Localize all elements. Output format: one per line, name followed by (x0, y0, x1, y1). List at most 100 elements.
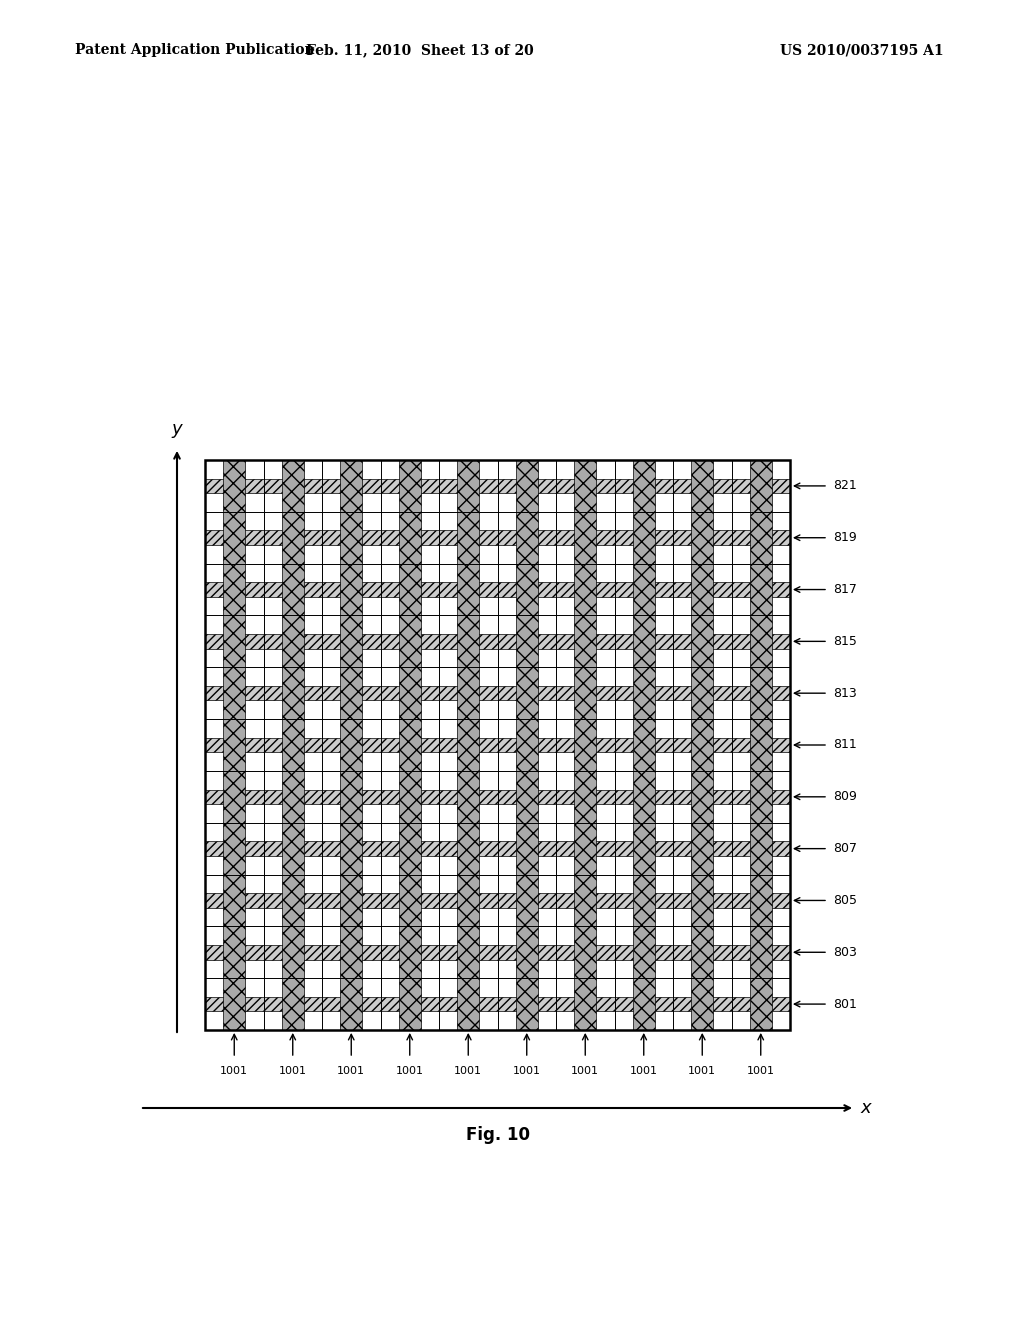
Bar (263, 822, 322, 875)
Bar (322, 512, 381, 564)
Bar (614, 927, 673, 978)
Bar (322, 719, 381, 771)
Bar (673, 822, 731, 875)
Text: 1001: 1001 (220, 1067, 248, 1076)
Text: 809: 809 (833, 791, 857, 804)
Bar (205, 945, 790, 960)
Text: 1001: 1001 (571, 1067, 599, 1076)
Text: y: y (172, 420, 182, 438)
Text: 1001: 1001 (395, 1067, 424, 1076)
Bar (381, 978, 439, 1030)
Bar (263, 615, 322, 668)
Bar (205, 997, 790, 1011)
Bar (205, 459, 263, 512)
Bar (398, 459, 421, 1030)
Bar (205, 564, 263, 615)
Bar (263, 459, 322, 512)
Text: 817: 817 (833, 583, 857, 597)
Bar (673, 719, 731, 771)
Text: 821: 821 (833, 479, 857, 492)
Bar (673, 978, 731, 1030)
Bar (205, 479, 790, 494)
Bar (205, 841, 790, 855)
Bar (556, 512, 614, 564)
Bar (282, 459, 304, 1030)
Bar (205, 894, 790, 908)
Bar (205, 634, 790, 648)
Bar (205, 615, 263, 668)
Bar (322, 927, 381, 978)
Bar (614, 615, 673, 668)
Bar (614, 822, 673, 875)
Bar (556, 668, 614, 719)
Bar (731, 512, 790, 564)
Bar (614, 771, 673, 822)
Bar (322, 875, 381, 927)
Bar (673, 459, 731, 512)
Text: 801: 801 (833, 998, 857, 1011)
Text: 813: 813 (833, 686, 857, 700)
Bar (439, 564, 498, 615)
Text: 803: 803 (833, 945, 857, 958)
Bar (673, 875, 731, 927)
Bar (731, 615, 790, 668)
Bar (205, 719, 263, 771)
Bar (498, 875, 556, 927)
Bar (439, 822, 498, 875)
Bar (381, 927, 439, 978)
Bar (614, 978, 673, 1030)
Bar (498, 459, 556, 512)
Bar (322, 822, 381, 875)
Bar (263, 875, 322, 927)
Bar (263, 668, 322, 719)
Text: Patent Application Publication: Patent Application Publication (75, 44, 314, 57)
Bar (205, 978, 263, 1030)
Bar (574, 459, 596, 1030)
Text: US 2010/0037195 A1: US 2010/0037195 A1 (780, 44, 944, 57)
Bar (673, 927, 731, 978)
Bar (457, 459, 479, 1030)
Bar (498, 822, 556, 875)
Text: 815: 815 (833, 635, 857, 648)
Bar (673, 615, 731, 668)
Bar (516, 459, 538, 1030)
Bar (673, 771, 731, 822)
Bar (439, 771, 498, 822)
Bar (381, 719, 439, 771)
Bar (556, 564, 614, 615)
Bar (263, 719, 322, 771)
Bar (633, 459, 655, 1030)
Bar (750, 459, 772, 1030)
Bar (498, 668, 556, 719)
Text: 807: 807 (833, 842, 857, 855)
Bar (556, 822, 614, 875)
Bar (205, 738, 790, 752)
Bar (556, 459, 614, 512)
Bar (205, 927, 263, 978)
Text: 805: 805 (833, 894, 857, 907)
Bar (556, 615, 614, 668)
Bar (439, 668, 498, 719)
Bar (205, 771, 263, 822)
Bar (205, 531, 790, 545)
Bar (556, 927, 614, 978)
Bar (381, 875, 439, 927)
Bar (731, 564, 790, 615)
Text: 1001: 1001 (513, 1067, 541, 1076)
Bar (205, 459, 790, 1030)
Bar (731, 822, 790, 875)
Bar (439, 978, 498, 1030)
Bar (614, 512, 673, 564)
Bar (673, 564, 731, 615)
Bar (381, 459, 439, 512)
Bar (439, 719, 498, 771)
Text: 819: 819 (833, 531, 857, 544)
Bar (381, 615, 439, 668)
Bar (498, 564, 556, 615)
Bar (205, 459, 790, 1030)
Bar (205, 789, 790, 804)
Bar (263, 927, 322, 978)
Bar (439, 512, 498, 564)
Bar (614, 564, 673, 615)
Bar (731, 668, 790, 719)
